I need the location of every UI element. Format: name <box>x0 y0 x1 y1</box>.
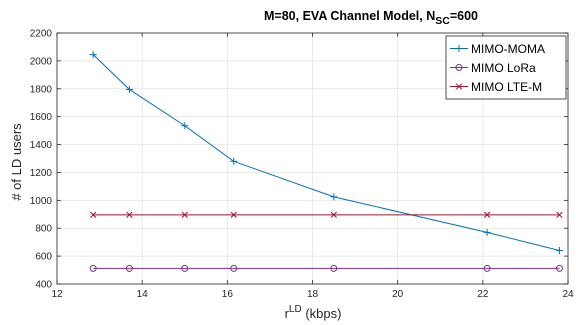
x-tick-label: 24 <box>562 289 574 300</box>
data-point-series-0 <box>181 122 189 130</box>
data-point-series-2 <box>556 211 563 218</box>
y-tick-label: 600 <box>35 252 52 263</box>
x-tick-label: 18 <box>307 289 319 300</box>
data-point-series-2 <box>126 211 133 218</box>
x-tick-label: 20 <box>392 289 404 300</box>
legend-item: MIMO-MOMA <box>450 42 545 56</box>
legend-marker <box>455 45 463 52</box>
legend: MIMO-MOMA MIMO LoRa MIMO LTE-M <box>445 35 567 100</box>
legend-label: MIMO LTE-M <box>471 80 542 94</box>
y-tick-label: 800 <box>35 224 52 235</box>
data-point-series-2 <box>181 211 188 218</box>
data-point-series-2 <box>230 211 237 218</box>
data-point-series-0 <box>330 193 338 201</box>
data-point-series-1 <box>555 264 563 272</box>
y-tick-label: 400 <box>35 280 52 291</box>
chart-title-main: M=80, EVA Channel Model, N <box>264 9 435 23</box>
y-tick-labels: 400 600 800 1000 1200 1400 1600 1800 2000 2200 <box>30 29 53 291</box>
data-point-series-0 <box>125 85 133 93</box>
data-point-series-2 <box>90 211 97 218</box>
data-point-series-0 <box>483 228 491 236</box>
x-axis-label-superscript: LD <box>289 304 302 315</box>
legend-label: MIMO-MOMA <box>471 42 545 56</box>
data-point-series-0 <box>555 247 563 255</box>
x-tick-label: 16 <box>222 289 234 300</box>
legend-item: MIMO LTE-M <box>450 80 542 94</box>
series-markers <box>89 51 563 272</box>
legend-label: MIMO LoRa <box>471 61 536 75</box>
y-tick-label: 1200 <box>30 168 53 179</box>
legend-item: MIMO LoRa <box>450 61 536 75</box>
data-point-series-1 <box>89 264 97 272</box>
y-axis-label: # of LD users <box>9 123 24 201</box>
y-tick-label: 1600 <box>30 112 53 123</box>
x-axis-label-tail: (kbps) <box>302 306 342 321</box>
data-point-series-0 <box>230 157 238 165</box>
y-tick-label: 1800 <box>30 84 53 95</box>
legend-marker <box>455 83 463 90</box>
x-tick-label: 22 <box>477 289 489 300</box>
data-point-series-1 <box>330 264 338 272</box>
y-tick-label: 2000 <box>30 56 53 67</box>
x-tick-label: 14 <box>137 289 149 300</box>
y-tick-label: 2200 <box>30 29 53 40</box>
y-tick-label: 1400 <box>30 140 53 151</box>
data-point-series-2 <box>330 211 337 218</box>
x-axis-label-main: r <box>285 306 290 321</box>
chart-title-tail: =600 <box>450 9 478 23</box>
x-axis-label: rLD (kbps) <box>285 304 342 321</box>
chart-title: M=80, EVA Channel Model, NSC=600 <box>264 9 478 27</box>
x-tick-labels: 12 14 16 18 20 22 24 <box>51 289 574 300</box>
data-point-series-0 <box>89 51 97 59</box>
data-point-series-1 <box>483 264 491 272</box>
chart-title-subscript: SC <box>435 15 450 27</box>
data-point-series-1 <box>230 264 238 272</box>
legend-marker <box>455 64 463 71</box>
data-point-series-1 <box>181 264 189 272</box>
data-point-series-2 <box>483 211 491 218</box>
axis-ticks <box>56 32 569 285</box>
y-tick-label: 1000 <box>30 196 53 207</box>
x-tick-label: 12 <box>51 289 63 300</box>
data-point-series-1 <box>125 264 133 272</box>
